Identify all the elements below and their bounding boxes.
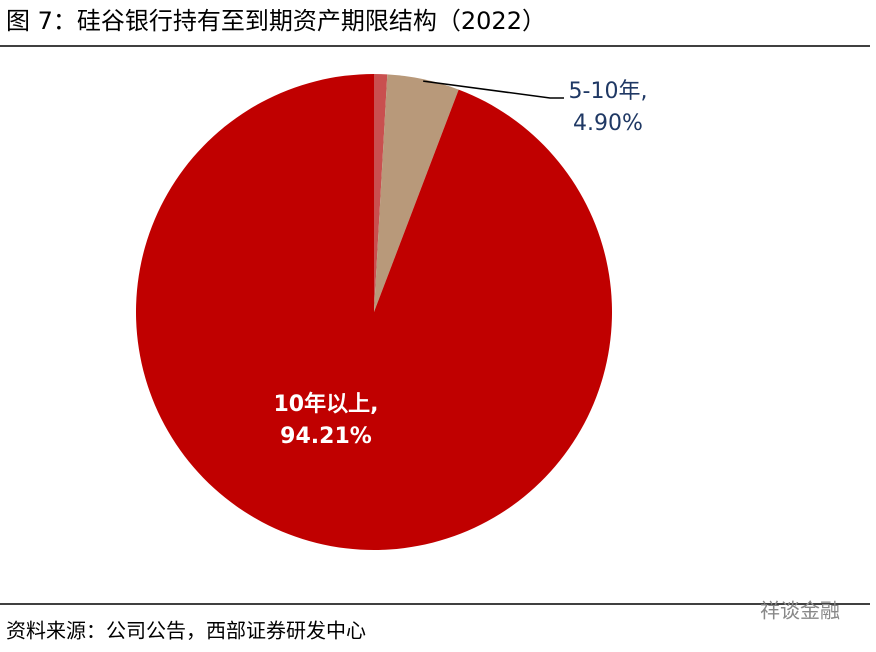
slice-label: 5-10年, <box>569 79 648 104</box>
pie-slice <box>136 74 612 550</box>
pie-slice <box>374 74 388 312</box>
slice-label: 10年以上, <box>274 391 379 417</box>
source-note: 资料来源：公司公告，西部证券研发中心 <box>6 619 366 643</box>
leader-line <box>423 80 564 99</box>
pie-slice <box>374 74 459 312</box>
value-label: 4.90% <box>573 111 643 136</box>
watermark: 祥谈金融 <box>760 599 840 623</box>
chart-title: 图 7：硅谷银行持有至到期资产期限结构（2022） <box>6 7 546 35</box>
value-label: 94.21% <box>280 424 372 449</box>
